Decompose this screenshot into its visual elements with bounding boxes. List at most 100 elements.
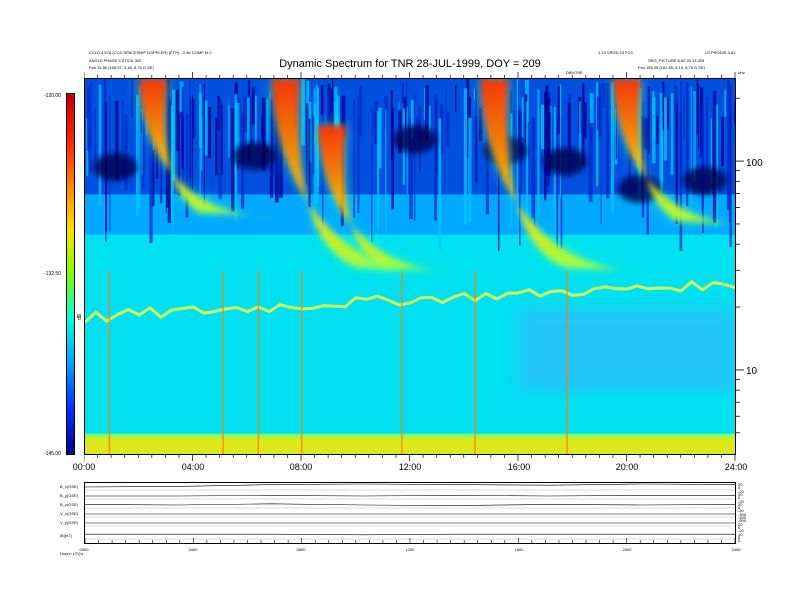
- noise-streak: [652, 97, 656, 164]
- dark-patch: [543, 147, 587, 176]
- x-tick-0800: 08:00: [289, 462, 313, 472]
- noise-streak: [479, 107, 483, 141]
- noise-streak: [193, 98, 195, 139]
- noise-streak: [136, 95, 139, 216]
- noise-streak: [664, 97, 667, 161]
- hk-label-vx: V_x(GSE): [60, 511, 79, 516]
- noise-streak: [409, 117, 413, 219]
- noise-streak: [98, 84, 102, 205]
- noise-streak: [377, 111, 380, 230]
- hk-right-tick-label: 20: [738, 521, 743, 527]
- noise-streak: [475, 89, 477, 183]
- hk-right-tick-label: 20: [738, 491, 743, 497]
- noise-streak: [541, 104, 545, 150]
- noise-streak: [221, 104, 223, 175]
- noise-streak: [301, 79, 305, 146]
- header-info-right-1: 1.15 VRGD 23 FCC: [598, 50, 634, 55]
- spectrogram-canvas: [85, 79, 735, 454]
- noise-streak: [200, 117, 203, 171]
- radio-label: DBVOSE: [566, 70, 583, 75]
- noise-streak: [414, 95, 416, 221]
- hk-series-line: [85, 533, 735, 536]
- noise-streak: [670, 93, 674, 175]
- x-tick-2400: 24:00: [724, 462, 748, 472]
- noise-streak: [579, 101, 581, 163]
- noise-streak: [510, 90, 512, 113]
- noise-streak: [192, 95, 193, 190]
- noise-streak: [652, 91, 655, 115]
- hk-right-tick-label: 0: [738, 524, 741, 530]
- colorbar: [66, 93, 75, 455]
- hk-label-vy: V_y(GSE): [60, 520, 79, 525]
- hk-right-tick-label: 0: [738, 485, 741, 491]
- type-iii-burst: [480, 79, 647, 272]
- noise-streak: [248, 96, 252, 147]
- noise-streak: [204, 100, 208, 156]
- dark-patch: [683, 166, 727, 195]
- hk-label-b: |B|(nT): [60, 533, 73, 538]
- noise-streak: [139, 111, 143, 133]
- noise-streak: [152, 94, 155, 206]
- noise-streak: [103, 79, 107, 153]
- noise-streak: [330, 88, 333, 152]
- dark-patch: [393, 125, 437, 154]
- noise-streak: [306, 81, 308, 185]
- noise-streak: [463, 88, 468, 225]
- colorbar-tick-mid: -132.50: [44, 271, 61, 277]
- noise-streak: [243, 96, 247, 133]
- noise-streak: [403, 96, 407, 131]
- low-frequency-band-core: [85, 437, 735, 454]
- noise-streak: [385, 109, 387, 232]
- noise-streak: [373, 101, 378, 144]
- noise-streak: [643, 118, 648, 150]
- noise-streak: [589, 93, 594, 124]
- noise-streak: [327, 90, 330, 143]
- noise-streak: [94, 109, 96, 169]
- noise-streak: [334, 86, 338, 140]
- noise-streak: [167, 100, 171, 223]
- noise-streak: [556, 118, 559, 257]
- hk-right-tick-label: 10: [738, 531, 743, 537]
- noise-streak: [533, 117, 536, 226]
- noise-streak: [482, 82, 484, 134]
- noise-streak: [269, 91, 271, 166]
- x-tick-0400: 04:00: [181, 462, 205, 472]
- noise-streak: [524, 93, 528, 143]
- noise-streak: [320, 85, 324, 116]
- noise-streak: [582, 83, 585, 165]
- noise-streak: [728, 85, 732, 125]
- hk-right-tick-label: 0: [738, 495, 741, 501]
- noise-streak: [121, 100, 124, 180]
- noise-streak: [690, 86, 692, 207]
- noise-streak: [199, 83, 201, 217]
- noise-streak: [646, 116, 649, 235]
- y-tick-100: 100: [746, 158, 763, 169]
- noise-streak: [559, 84, 562, 198]
- top-tick-row: [84, 72, 736, 78]
- noise-streak: [734, 101, 735, 125]
- noise-streak: [246, 97, 250, 145]
- noise-streak: [485, 116, 489, 215]
- noise-streak: [567, 102, 571, 149]
- noise-streak: [306, 80, 310, 104]
- noise-streak: [516, 111, 521, 143]
- noise-streak: [255, 95, 257, 147]
- noise-streak: [401, 83, 405, 104]
- noise-streak: [439, 104, 444, 155]
- header-info-right-2: LS PRODIR 4.81: [705, 50, 736, 55]
- noise-streak: [729, 113, 732, 248]
- hk-x-tick-2400: 2400: [731, 547, 741, 552]
- noise-streak: [693, 91, 696, 182]
- hk-x-tick-2000: 2000: [622, 547, 632, 552]
- noise-streak: [557, 86, 560, 134]
- header-info-left-3: Pos 15.56 (165.37, 3.18, 8.76 G.SE): [89, 65, 154, 70]
- noise-streak: [322, 94, 324, 234]
- noise-streak: [175, 115, 178, 150]
- noise-streak: [215, 117, 218, 176]
- noise-streak: [588, 107, 593, 202]
- noise-streak: [274, 91, 279, 203]
- noise-streak: [721, 118, 723, 150]
- type-iii-burst: [613, 79, 735, 225]
- noise-streak: [199, 92, 202, 149]
- noise-streak: [583, 102, 587, 139]
